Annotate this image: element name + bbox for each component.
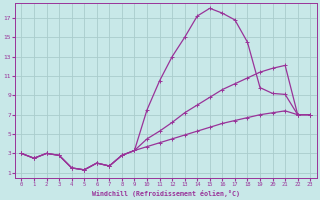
X-axis label: Windchill (Refroidissement éolien,°C): Windchill (Refroidissement éolien,°C) [92,190,240,197]
